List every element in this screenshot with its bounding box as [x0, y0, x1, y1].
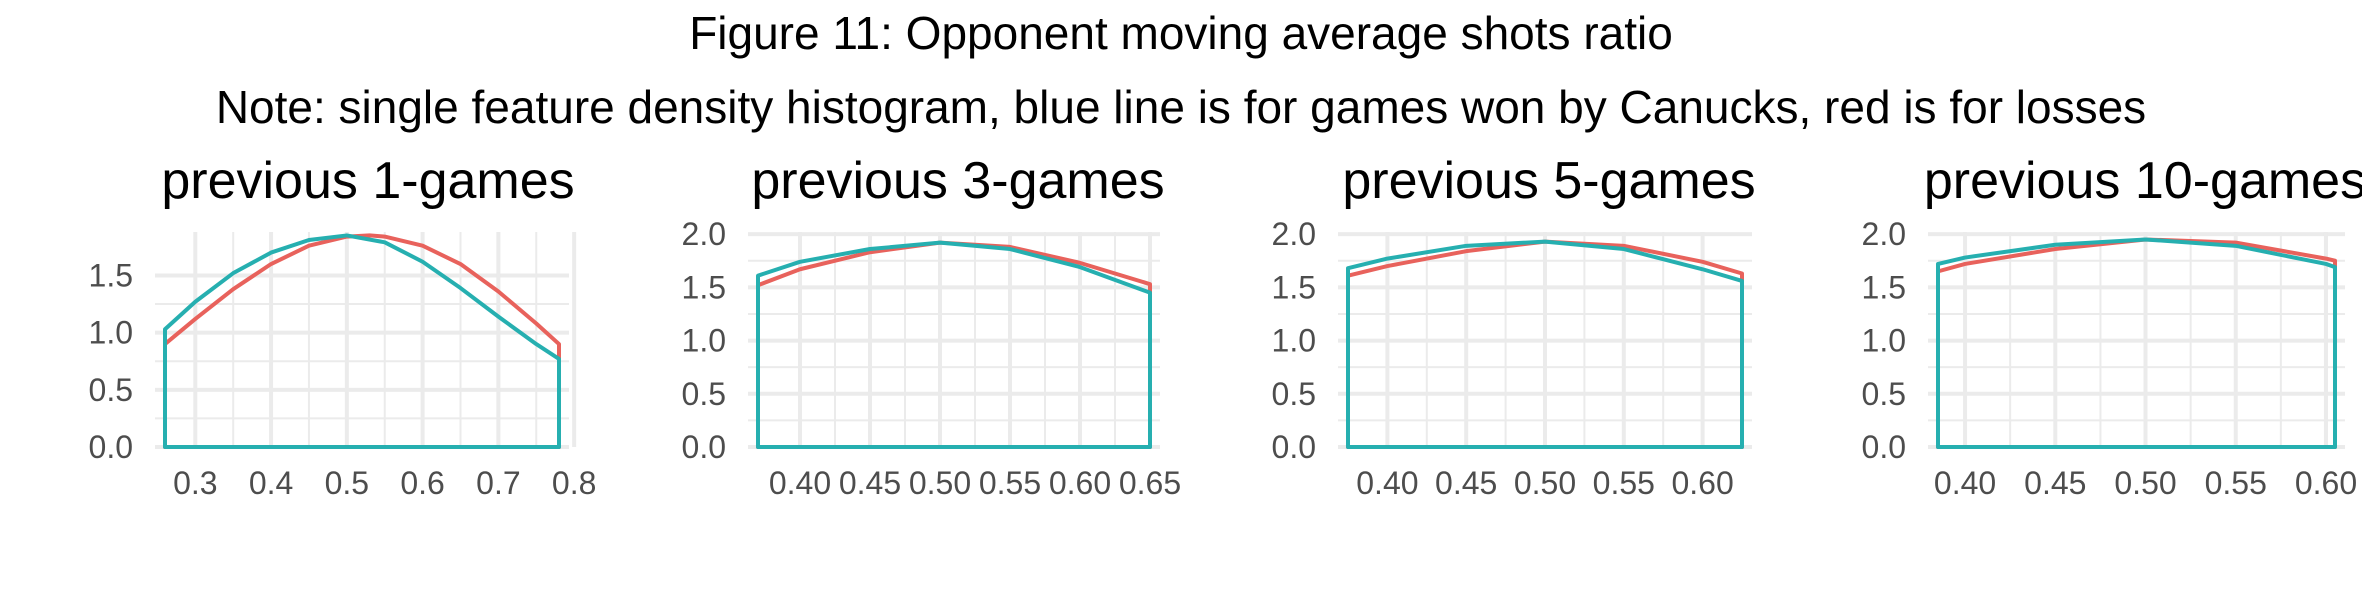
y-tick-label: 0.0: [682, 429, 726, 465]
y-tick-label: 1.5: [682, 269, 726, 305]
x-tick-label: 0.3: [173, 465, 217, 501]
x-tick-label: 0.55: [2205, 465, 2267, 501]
panel-1: 0.0 0.5 1.0 1.5 0.3 0.4 0.5 0.6 0.7 0.8 previous 1…: [89, 152, 597, 501]
x-tick-label: 0.4: [249, 465, 293, 501]
x-tick-label: 0.60: [1671, 465, 1733, 501]
y-tick-label: 2.0: [1862, 216, 1906, 252]
x-tick-label: 0.5: [325, 465, 369, 501]
x-tick-label: 0.50: [2114, 465, 2176, 501]
y-tick-label: 1.0: [89, 315, 133, 351]
x-tick-label: 0.45: [1435, 465, 1497, 501]
x-tick-label: 0.45: [839, 465, 901, 501]
x-tick-label: 0.40: [1934, 465, 1996, 501]
figure-note: Note: single feature density histogram, …: [215, 81, 2147, 133]
y-tick-label: 0.5: [682, 376, 726, 412]
x-tick-label: 0.6: [400, 465, 444, 501]
y-tick-label: 1.0: [1862, 323, 1906, 359]
figure-title: Figure 11: Opponent moving average shots…: [689, 7, 1673, 59]
win-density-line: [1346, 239, 1744, 449]
panel-title: previous 10-games: [1924, 152, 2362, 210]
y-tick-label: 0.0: [1862, 429, 1906, 465]
panel-2: 0.0 0.5 1.0 1.5 2.0 0.40 0.45 0.50 0.55 0.60 0.65 p…: [682, 152, 1182, 501]
y-tick-label: 1.5: [1272, 269, 1316, 305]
loss-density-line: [1936, 237, 2337, 449]
y-tick-label: 0.5: [1862, 376, 1906, 412]
y-tick-label: 1.0: [682, 323, 726, 359]
y-tick-label: 0.0: [89, 429, 133, 465]
panel-title: previous 1-games: [161, 152, 574, 210]
x-tick-label: 0.40: [769, 465, 831, 501]
y-tick-label: 2.0: [682, 216, 726, 252]
win-density-line: [1936, 237, 2337, 449]
x-tick-label: 0.50: [909, 465, 971, 501]
loss-density-line: [163, 233, 561, 449]
x-tick-label: 0.65: [1119, 465, 1181, 501]
x-tick-label: 0.40: [1356, 465, 1418, 501]
panel-3: 0.0 0.5 1.0 1.5 2.0 0.40 0.45 0.50 0.55 0.60 previ…: [1272, 152, 1756, 501]
x-tick-label: 0.55: [1593, 465, 1655, 501]
y-tick-label: 1.5: [89, 257, 133, 293]
panel-title: previous 5-games: [1342, 152, 1755, 210]
win-density-line: [756, 240, 1152, 449]
y-tick-label: 2.0: [1272, 216, 1316, 252]
panel-title: previous 3-games: [751, 152, 1164, 210]
x-tick-label: 0.60: [2295, 465, 2357, 501]
x-tick-label: 0.8: [552, 465, 596, 501]
x-tick-label: 0.60: [1049, 465, 1111, 501]
x-tick-label: 0.7: [476, 465, 520, 501]
y-tick-label: 1.5: [1862, 269, 1906, 305]
y-tick-label: 1.0: [1272, 323, 1316, 359]
x-tick-label: 0.45: [2024, 465, 2086, 501]
y-tick-label: 0.0: [1272, 429, 1316, 465]
y-tick-label: 0.5: [1272, 376, 1316, 412]
y-tick-label: 0.5: [89, 372, 133, 408]
win-density-line: [163, 233, 561, 449]
panel-4: 0.0 0.5 1.0 1.5 2.0 0.40 0.45 0.50 0.55 0.60 previ…: [1862, 152, 2362, 501]
x-tick-label: 0.55: [979, 465, 1041, 501]
x-tick-label: 0.50: [1514, 465, 1576, 501]
